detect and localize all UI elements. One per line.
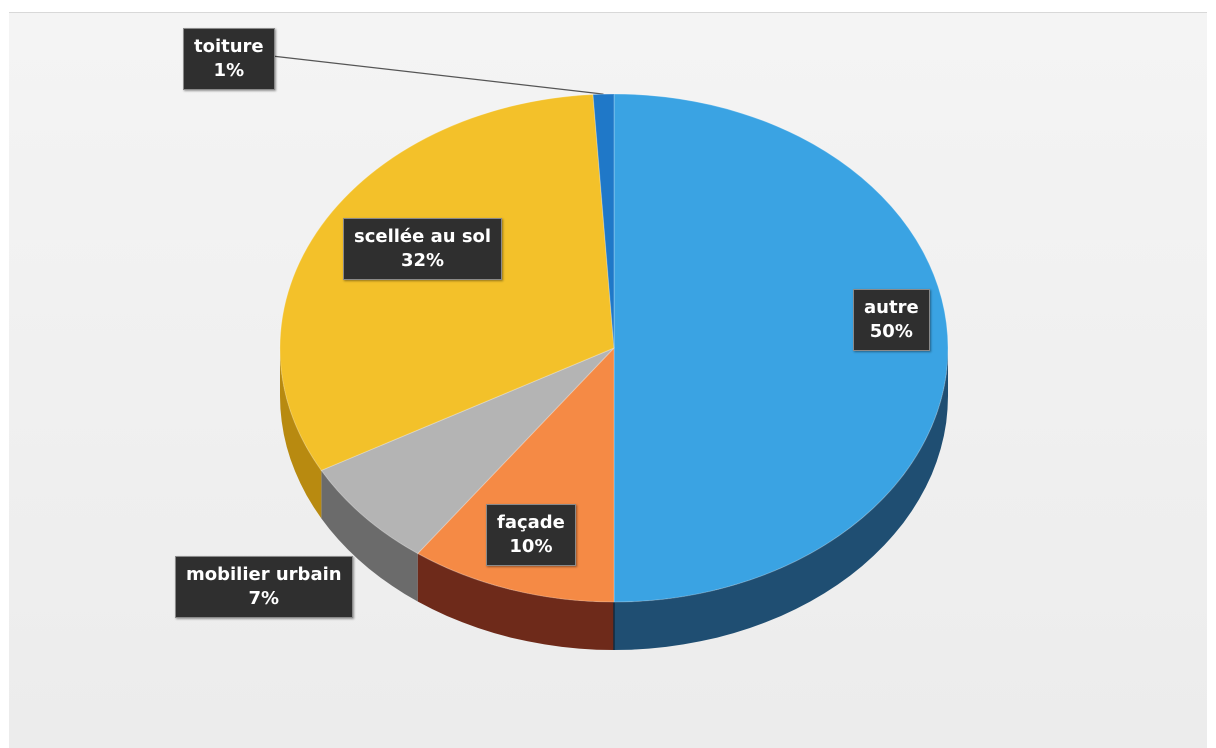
pie-side-façade — [417, 553, 614, 650]
pie-side-mobilier-urbain — [321, 470, 418, 602]
data-label-value: 10% — [509, 536, 553, 557]
data-label-value: 50% — [869, 321, 913, 342]
data-label-name: mobilier urbain — [186, 564, 342, 585]
pie-slice-toiture — [592, 93, 615, 349]
data-label-value: 1% — [213, 60, 245, 81]
pie-side-scellée-au-sol — [280, 348, 322, 519]
data-label-name: autre — [864, 297, 919, 318]
data-label-name: toiture — [194, 36, 264, 57]
data-label-scellée-au-sol: scellée au sol 32% — [343, 218, 503, 280]
data-label-name: façade — [497, 512, 565, 533]
pie-slice-mobilier-urbain — [320, 347, 615, 555]
data-label-value: 7% — [248, 588, 280, 609]
data-label-value: 32% — [401, 250, 445, 271]
data-label-mobilier-urbain: mobilier urbain 7% — [175, 556, 353, 618]
data-label-façade: façade 10% — [486, 504, 576, 566]
data-label-toiture: toiture 1% — [183, 28, 275, 90]
data-label-name: scellée au sol — [354, 226, 492, 247]
pie-side-autre — [614, 348, 948, 650]
leader-line-toiture — [271, 55, 604, 95]
pie-slice-scellée-au-sol — [279, 93, 615, 472]
data-label-autre: autre 50% — [853, 289, 930, 351]
pie-slice-autre — [613, 93, 949, 603]
